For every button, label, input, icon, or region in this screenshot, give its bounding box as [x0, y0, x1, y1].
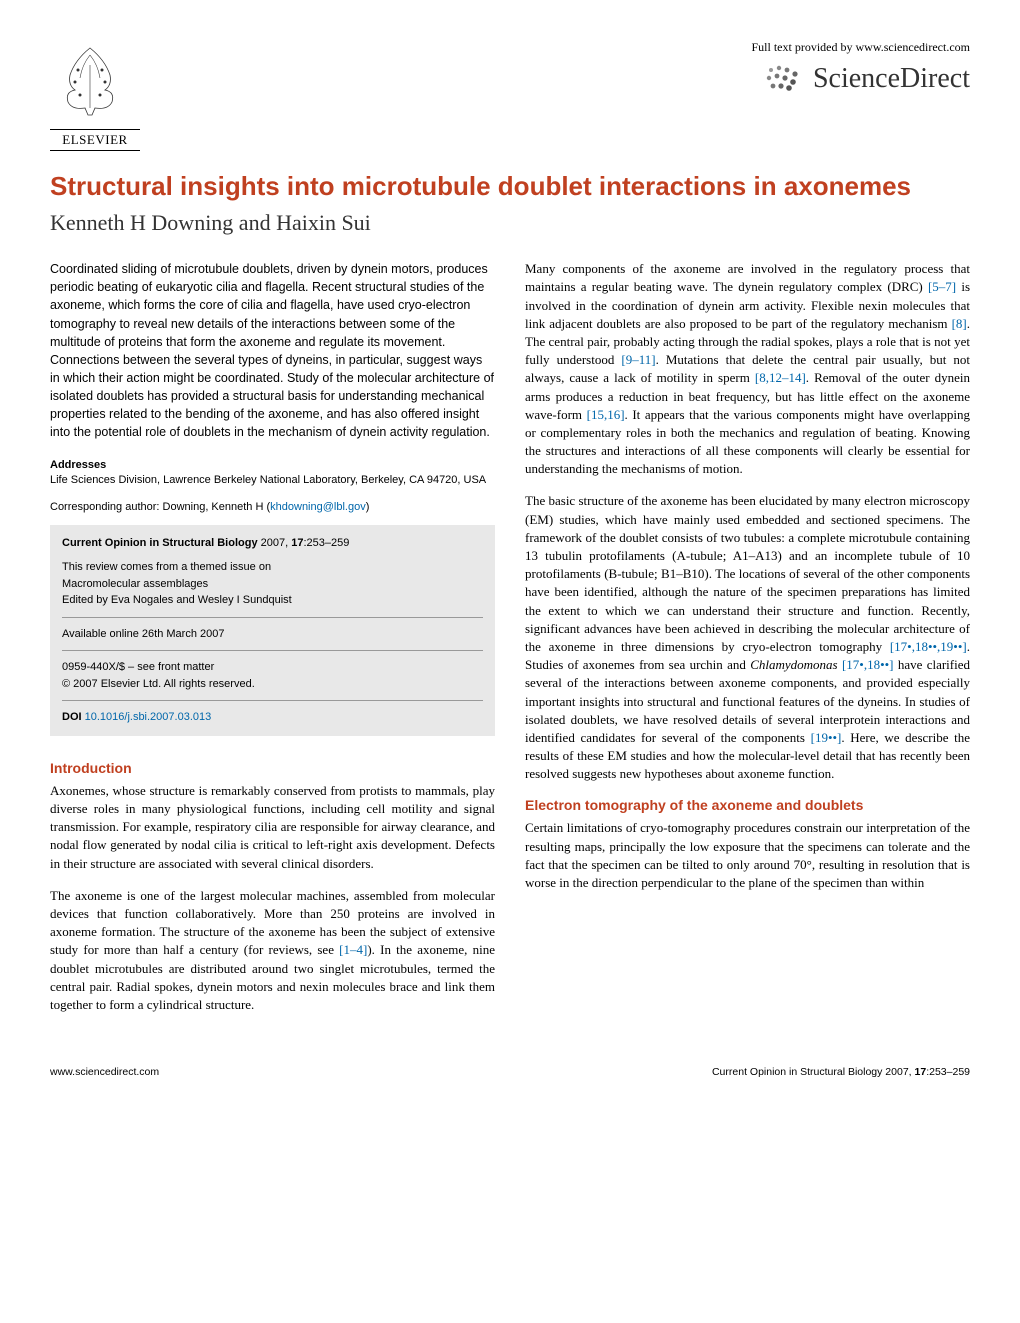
elsevier-tree-icon: [50, 40, 130, 120]
fulltext-provider-line: Full text provided by www.sciencedirect.…: [752, 40, 971, 55]
themed-issue-line-1: This review comes from a themed issue on: [62, 559, 483, 576]
infobox-divider: [62, 650, 483, 651]
doi-line: DOI 10.1016/j.sbi.2007.03.013: [62, 709, 483, 726]
citation-link[interactable]: [1–4]: [339, 942, 367, 957]
corresponding-author: Corresponding author: Downing, Kenneth H…: [50, 501, 495, 513]
right-column: Many components of the axoneme are invol…: [525, 260, 970, 1028]
intro-paragraph-1: Axonemes, whose structure is remarkably …: [50, 782, 495, 873]
citation-link[interactable]: [17•,18••]: [842, 657, 894, 672]
citation-link[interactable]: [8]: [952, 316, 967, 331]
body-paragraph: The basic structure of the axoneme has b…: [525, 492, 970, 783]
sciencedirect-logo: ScienceDirect: [752, 63, 971, 95]
page-header: ELSEVIER Full text provided by www.scien…: [50, 40, 970, 151]
corresponding-label: Corresponding author: Downing, Kenneth H…: [50, 501, 270, 513]
journal-volume: 17: [291, 537, 303, 549]
citation-link[interactable]: [17•,18••,19••]: [890, 639, 967, 654]
et-paragraph-1: Certain limitations of cryo-tomography p…: [525, 819, 970, 892]
themed-issue-editors: Edited by Eva Nogales and Wesley I Sundq…: [62, 592, 483, 609]
author-list: Kenneth H Downing and Haixin Sui: [50, 210, 970, 236]
doi-label: DOI: [62, 711, 85, 723]
introduction-heading: Introduction: [50, 760, 495, 776]
species-name: Chlamydomonas: [750, 657, 837, 672]
two-column-layout: Coordinated sliding of microtubule doubl…: [50, 260, 970, 1028]
citation-link[interactable]: [8,12–14]: [755, 370, 806, 385]
footer-right: Current Opinion in Structural Biology 20…: [712, 1066, 970, 1078]
infobox-divider: [62, 617, 483, 618]
citation-link[interactable]: [9–11]: [621, 352, 655, 367]
article-info-box: Current Opinion in Structural Biology 20…: [50, 525, 495, 736]
available-online-date: Available online 26th March 2007: [62, 626, 483, 643]
corresponding-close: ): [366, 501, 370, 513]
left-column: Coordinated sliding of microtubule doubl…: [50, 260, 495, 1028]
doi-link[interactable]: 10.1016/j.sbi.2007.03.013: [85, 711, 212, 723]
elsevier-logo: ELSEVIER: [50, 40, 140, 151]
addresses-heading: Addresses: [50, 459, 495, 471]
article-title: Structural insights into microtubule dou…: [50, 171, 970, 202]
sciencedirect-block: Full text provided by www.sciencedirect.…: [752, 40, 971, 95]
journal-name: Current Opinion in Structural Biology: [62, 537, 258, 549]
page-footer: www.sciencedirect.com Current Opinion in…: [50, 1058, 970, 1078]
footer-left: www.sciencedirect.com: [50, 1066, 159, 1078]
citation-link[interactable]: [5–7]: [928, 279, 956, 294]
addresses-text: Life Sciences Division, Lawrence Berkele…: [50, 473, 495, 488]
body-paragraph: Many components of the axoneme are invol…: [525, 260, 970, 478]
intro-paragraph-2: The axoneme is one of the largest molecu…: [50, 887, 495, 1014]
journal-citation: Current Opinion in Structural Biology 20…: [62, 535, 483, 552]
abstract-text: Coordinated sliding of microtubule doubl…: [50, 260, 495, 441]
citation-link[interactable]: [19••]: [811, 730, 842, 745]
sciencedirect-label: ScienceDirect: [813, 63, 970, 95]
journal-pages: :253–259: [303, 537, 349, 549]
elsevier-label: ELSEVIER: [50, 129, 140, 151]
issn-line: 0959-440X/$ – see front matter: [62, 659, 483, 676]
electron-tomography-heading: Electron tomography of the axoneme and d…: [525, 797, 970, 813]
infobox-divider: [62, 700, 483, 701]
themed-issue-line-2: Macromolecular assemblages: [62, 576, 483, 593]
corresponding-email-link[interactable]: khdowning@lbl.gov: [270, 501, 366, 513]
sciencedirect-dots-icon: [763, 64, 803, 94]
copyright-line: © 2007 Elsevier Ltd. All rights reserved…: [62, 676, 483, 693]
citation-link[interactable]: [15,16]: [587, 407, 625, 422]
